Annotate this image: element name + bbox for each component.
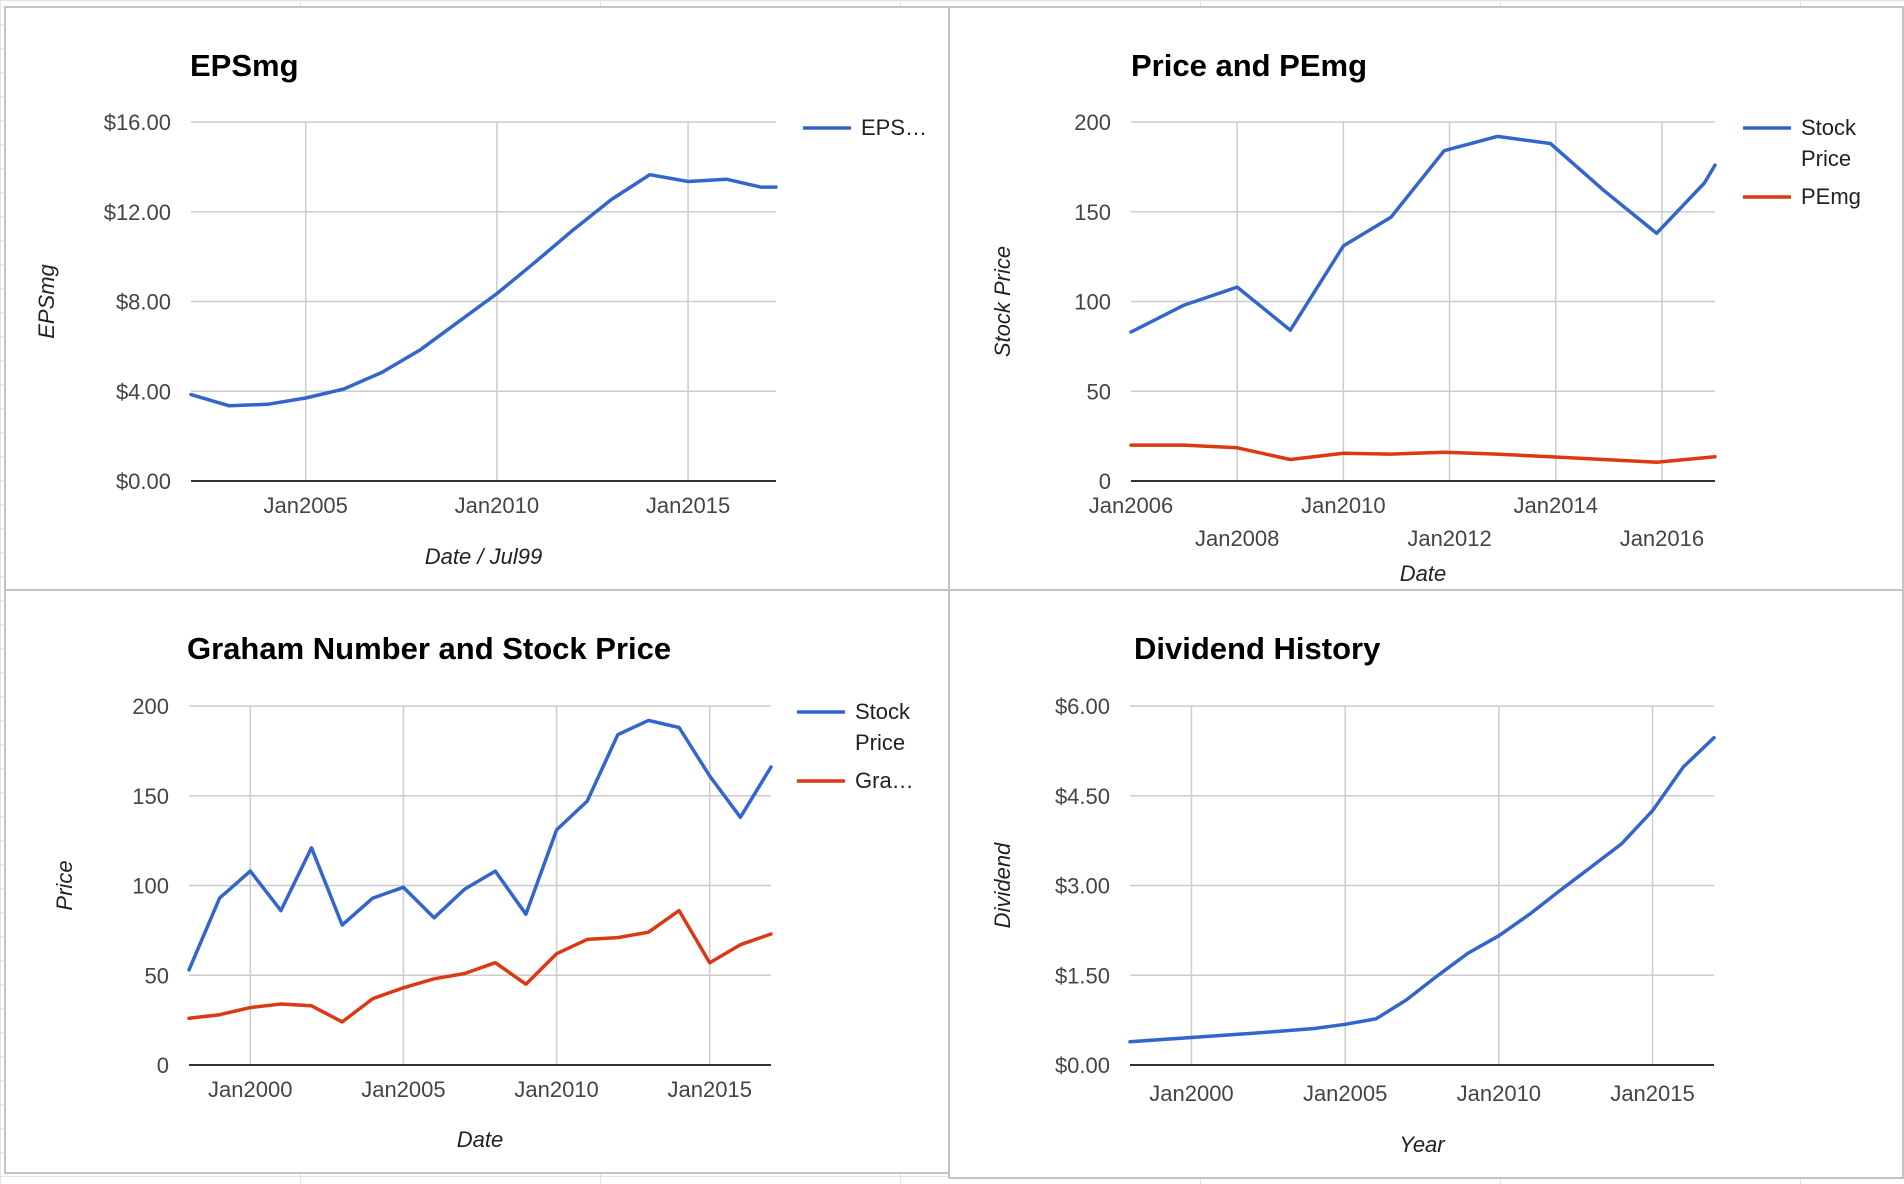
chart-epsmg[interactable]: EPSmg $0.00 $4.00 $8.00 $12.00 $16.00 Jan2005 J…: [4, 6, 950, 591]
y-axis-title: Dividend: [990, 842, 1015, 928]
x-tick-label: Jan2010: [455, 493, 539, 518]
x-tick-label: Jan2006: [1089, 493, 1173, 518]
legend-label-0: Stock Price: [1801, 115, 1857, 171]
chart-graham-number-svg: Graham Number and Stock Price 0 50 100 150 20…: [52, 631, 914, 1152]
x-tick-label: Jan2015: [1610, 1081, 1694, 1106]
legend-label-line: Price: [855, 730, 905, 755]
legend-label-line: Stock: [1801, 115, 1857, 140]
x-tick-label: Jan2015: [646, 493, 730, 518]
series-line-1: [1129, 443, 1717, 464]
x-tick-label: Jan2016: [1620, 526, 1704, 551]
chart-title: Price and PEmg: [1131, 48, 1367, 83]
x-tick-label: Jan2000: [208, 1077, 292, 1102]
series-line-0: [189, 172, 778, 408]
x-axis-title: Date / Jul99: [425, 544, 542, 569]
series-line-0: [1128, 735, 1716, 1044]
chart-graham-number-and-stock-price[interactable]: Graham Number and Stock Price 0 50 100 150 20…: [4, 589, 950, 1174]
x-tick-label: Jan2005: [263, 493, 347, 518]
x-axis-title: Year: [1399, 1132, 1446, 1157]
y-tick-label: 50: [1087, 379, 1111, 404]
x-tick-label: Jan2008: [1195, 526, 1279, 551]
chart-price-and-pemg-svg: Price and PEmg 0 50 100 150 200 Jan2006 Jan2008…: [990, 48, 1861, 586]
y-tick-label: 100: [1074, 290, 1111, 315]
chart-title: Dividend History: [1134, 631, 1381, 666]
legend-label-0: EPS…: [861, 115, 927, 140]
y-tick-label: $0.00: [116, 469, 171, 494]
y-tick-label: $16.00: [104, 110, 171, 135]
y-axis-title: EPSmg: [34, 263, 59, 338]
legend-label-line: Stock: [855, 699, 911, 724]
y-tick-label: $8.00: [116, 290, 171, 315]
y-tick-label: 50: [145, 963, 169, 988]
legend-label-0: Stock Price: [855, 699, 911, 755]
chart-title: Graham Number and Stock Price: [187, 631, 671, 666]
y-tick-label: $1.50: [1055, 963, 1110, 988]
series-line-0: [1129, 134, 1717, 334]
legend-label-1: PEmg: [1801, 184, 1861, 209]
x-tick-label: Jan2010: [514, 1077, 598, 1102]
y-tick-label: 200: [1074, 110, 1111, 135]
series-line-1: [187, 908, 773, 1024]
legend-label-1: Gra…: [855, 768, 914, 793]
y-tick-label: $3.00: [1055, 874, 1110, 899]
x-tick-label: Jan2012: [1407, 526, 1491, 551]
y-tick-label: 150: [1074, 200, 1111, 225]
y-tick-label: $12.00: [104, 200, 171, 225]
y-tick-label: 0: [157, 1053, 169, 1078]
x-tick-label: Jan2005: [361, 1077, 445, 1102]
x-tick-label: Jan2000: [1149, 1081, 1233, 1106]
x-axis-title: Date: [457, 1127, 503, 1152]
y-axis-title: Price: [52, 860, 77, 910]
x-tick-label: Jan2005: [1303, 1081, 1387, 1106]
y-tick-label: 100: [132, 874, 169, 899]
chart-dividend-history-svg: Dividend History $0.00 $1.50 $3.00 $4.50 $6.0…: [990, 631, 1716, 1157]
y-tick-label: 0: [1099, 469, 1111, 494]
y-tick-label: $4.00: [116, 379, 171, 404]
y-axis-title: Stock Price: [990, 246, 1015, 357]
x-axis-title: Date: [1400, 561, 1446, 586]
series-line-0: [187, 718, 773, 972]
y-tick-label: $4.50: [1055, 784, 1110, 809]
x-tick-label: Jan2015: [668, 1077, 752, 1102]
chart-title: EPSmg: [190, 48, 299, 83]
chart-dividend-history[interactable]: Dividend History $0.00 $1.50 $3.00 $4.50 $6.0…: [948, 589, 1904, 1179]
legend-label-line: Price: [1801, 146, 1851, 171]
y-tick-label: $6.00: [1055, 694, 1110, 719]
chart-price-and-pemg[interactable]: Price and PEmg 0 50 100 150 200 Jan2006 Jan2008…: [948, 6, 1904, 591]
x-tick-label: Jan2010: [1457, 1081, 1541, 1106]
y-tick-label: 150: [132, 784, 169, 809]
x-tick-label: Jan2014: [1514, 493, 1598, 518]
y-tick-label: $0.00: [1055, 1053, 1110, 1078]
x-tick-label: Jan2010: [1301, 493, 1385, 518]
y-tick-label: 200: [132, 694, 169, 719]
chart-epsmg-svg: EPSmg $0.00 $4.00 $8.00 $12.00 $16.00 Jan2005 J…: [34, 48, 927, 569]
